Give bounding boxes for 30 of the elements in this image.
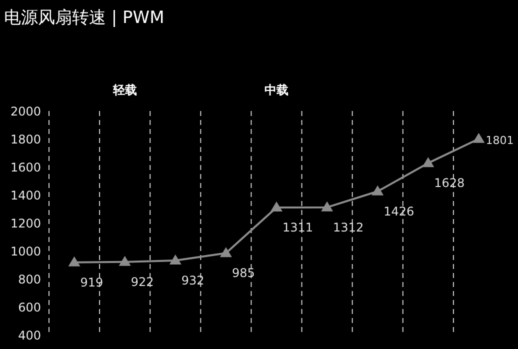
point (472, 132, 485, 143)
point (422, 157, 434, 168)
data-label: 1312 (333, 220, 364, 234)
y-tick-label: 600 (18, 300, 41, 314)
y-tick-label: 400 (18, 328, 41, 342)
y-tick-label: 1000 (10, 244, 41, 258)
chart-title: 电源风扇转速 | PWM (4, 7, 164, 29)
data-label: 932 (181, 274, 204, 288)
data-label: 922 (130, 274, 154, 289)
point (372, 185, 384, 196)
point (169, 254, 182, 265)
data-label: 1628 (434, 176, 465, 190)
point (321, 201, 334, 212)
y-tick-label: 1800 (10, 132, 41, 146)
y-tick-label: 1600 (10, 160, 41, 174)
y-tick-label: 800 (18, 272, 41, 286)
y-tick-label: 2000 (10, 104, 41, 118)
data-label: 919 (80, 275, 104, 290)
point (270, 201, 282, 212)
y-tick-label: 1200 (10, 216, 41, 230)
data-label: 1801 (486, 134, 514, 147)
data-label: 1426 (384, 204, 414, 218)
data-label: 985 (232, 266, 255, 280)
data-label: 1311 (282, 220, 314, 234)
y-tick-label: 1400 (10, 188, 41, 202)
text: 中载 (264, 82, 290, 99)
point (118, 256, 131, 266)
text: 轻载 (112, 82, 138, 99)
point (220, 247, 232, 258)
point (68, 256, 80, 266)
